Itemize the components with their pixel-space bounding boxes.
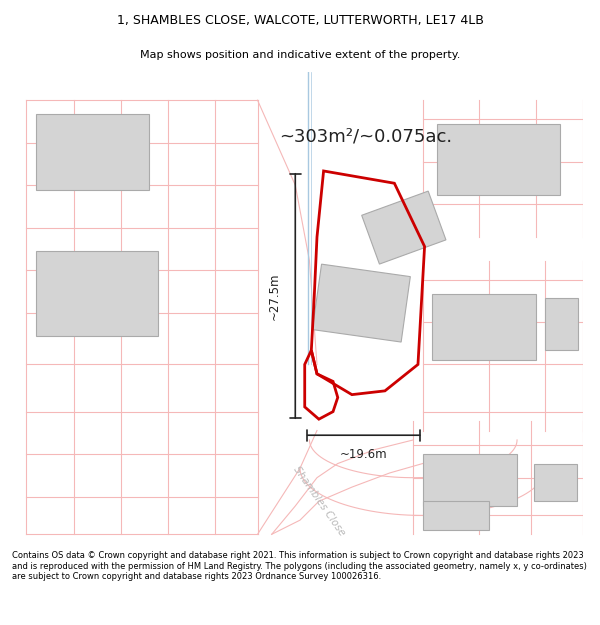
Bar — [432, 294, 536, 360]
Text: Contains OS data © Crown copyright and database right 2021. This information is : Contains OS data © Crown copyright and d… — [12, 551, 587, 581]
Text: Shambles Close: Shambles Close — [291, 464, 347, 538]
Bar — [422, 454, 517, 506]
Bar — [313, 264, 410, 342]
Bar — [362, 191, 446, 264]
Bar — [36, 114, 149, 190]
Text: 1: 1 — [357, 296, 371, 320]
Bar — [422, 501, 489, 529]
Text: 1, SHAMBLES CLOSE, WALCOTE, LUTTERWORTH, LE17 4LB: 1, SHAMBLES CLOSE, WALCOTE, LUTTERWORTH,… — [116, 14, 484, 27]
Bar — [437, 124, 560, 194]
Text: ~19.6m: ~19.6m — [340, 448, 388, 461]
Bar — [545, 298, 578, 350]
Text: ~303m²/~0.075ac.: ~303m²/~0.075ac. — [280, 127, 452, 145]
Text: Map shows position and indicative extent of the property.: Map shows position and indicative extent… — [140, 49, 460, 59]
Bar — [534, 464, 577, 501]
Text: ~27.5m: ~27.5m — [268, 272, 281, 320]
Bar — [36, 251, 158, 336]
